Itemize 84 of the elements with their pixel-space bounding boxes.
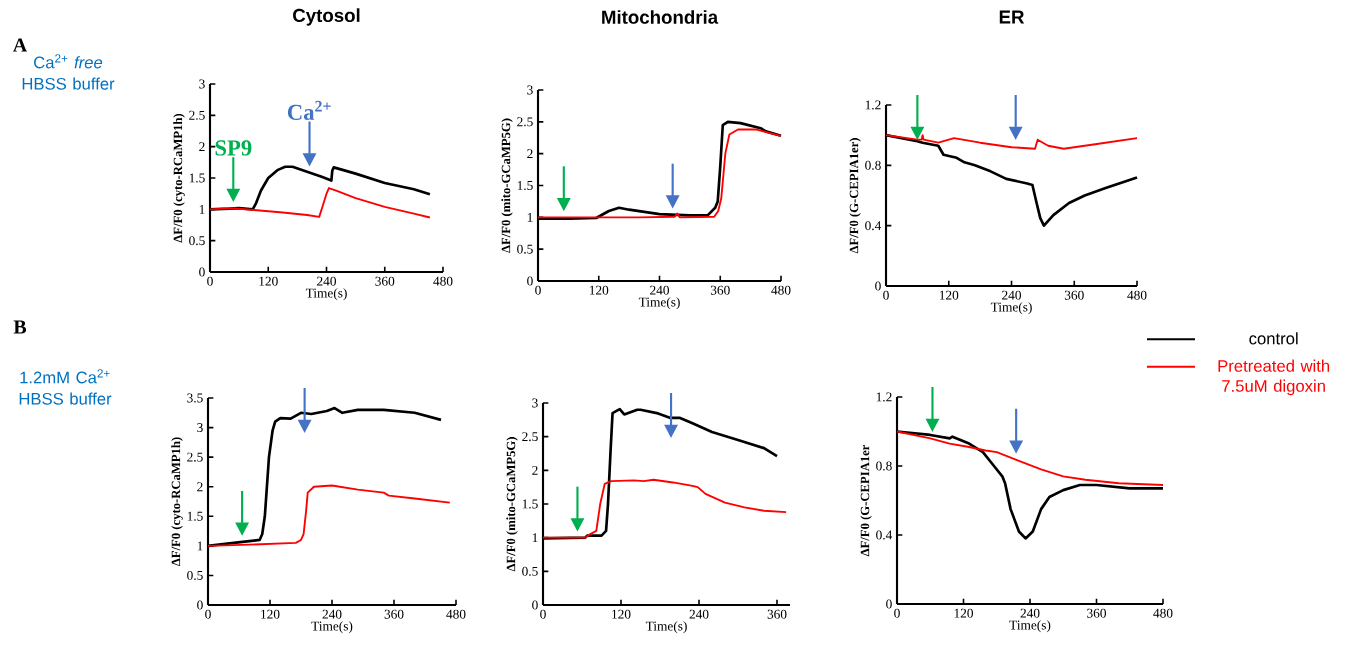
x-axis-title: Time(s) xyxy=(638,297,680,310)
x-tick-label: 120 xyxy=(939,290,959,300)
x-tick-label: 120 xyxy=(612,609,631,619)
text: Ca$^{2+}$ free HBSS buffer xyxy=(22,54,115,90)
x-tick-label: 0 xyxy=(207,276,213,286)
y-tick-label: 0.4 xyxy=(876,530,893,540)
y-tick-label: 2.5 xyxy=(189,110,205,120)
x-tick-label: 480 xyxy=(446,609,466,619)
legend-label: Pretreated with 7.5uM digoxin xyxy=(1218,359,1330,396)
y-tick-label: 0.8 xyxy=(865,160,881,170)
y-tick-label: 1 xyxy=(527,212,533,222)
y-tick-label: 2 xyxy=(197,482,203,492)
y-tick-label: 3 xyxy=(527,85,533,95)
text: control xyxy=(1249,332,1298,345)
y-tick-label: 2 xyxy=(532,465,538,475)
x-tick-label: 240 xyxy=(650,285,670,295)
x-tick-label: 240 xyxy=(317,276,336,286)
y-axis-title: ΔF/F0 (cyto-RCaMP1h) xyxy=(171,437,183,566)
y-tick-label: 0.4 xyxy=(865,221,882,231)
y-tick-label: 0 xyxy=(199,267,205,277)
ref-line-label: SP9 xyxy=(215,140,252,156)
y-tick-label: 0.5 xyxy=(517,244,533,254)
x-tick-label: 240 xyxy=(689,609,709,619)
y-tick-label: 0.5 xyxy=(189,236,205,246)
x-tick-label: 240 xyxy=(322,609,342,619)
x-axis-title: Time(s) xyxy=(645,621,687,634)
x-tick-label: 0 xyxy=(894,608,900,618)
y-tick-label: 2.5 xyxy=(522,432,538,442)
y-tick-label: 3 xyxy=(532,398,538,408)
x-axis-title: Time(s) xyxy=(305,288,347,301)
x-tick-label: 360 xyxy=(375,276,395,286)
y-axis-title: ΔF/F0 (mito-GCaMP5G) xyxy=(506,437,518,572)
x-tick-label: 120 xyxy=(259,276,278,286)
y-tick-label: 1.5 xyxy=(187,511,203,521)
y-tick-label: 2.5 xyxy=(517,117,533,127)
y-tick-label: 1.2 xyxy=(865,100,881,110)
chart-title: Mitochondria xyxy=(602,10,719,24)
y-tick-label: 0.5 xyxy=(187,570,203,580)
y-tick-label: 1.5 xyxy=(517,181,533,190)
x-tick-label: 240 xyxy=(1002,290,1022,300)
y-tick-label: 0 xyxy=(886,599,892,609)
y-tick-label: 3 xyxy=(199,79,205,89)
chart-title: ER xyxy=(999,10,1025,24)
y-tick-label: 1 xyxy=(197,541,203,551)
y-tick-label: 1 xyxy=(199,204,205,214)
x-tick-label: 480 xyxy=(433,276,453,286)
y-tick-label: 0 xyxy=(532,600,538,610)
x-tick-label: 480 xyxy=(771,285,791,295)
x-axis-title: Time(s) xyxy=(311,621,353,634)
y-tick-label: 1.2 xyxy=(876,392,892,402)
text: A xyxy=(12,38,28,52)
x-tick-label: 120 xyxy=(589,285,609,295)
y-axis-title: ΔF/F0 (cyto-RCaMP1h) xyxy=(173,113,185,243)
y-tick-label: 1.5 xyxy=(189,173,205,183)
text: 1.2mM Ca$^{2+}$ HBSS buffer xyxy=(19,369,112,405)
x-axis-title: Time(s) xyxy=(990,302,1032,315)
y-tick-label: 2 xyxy=(527,149,533,159)
y-tick-label: 0.5 xyxy=(522,566,538,576)
x-tick-label: 360 xyxy=(1064,290,1084,300)
y-axis-title: ΔF/F0 (G-CEPIA1er xyxy=(860,444,872,557)
x-tick-label: 480 xyxy=(1153,608,1173,618)
text: B xyxy=(13,320,27,334)
ref-line-label: Ca$^{2+}$ xyxy=(287,100,331,120)
y-tick-label: 1 xyxy=(532,533,538,543)
y-tick-label: 3.5 xyxy=(187,393,203,403)
x-tick-label: 480 xyxy=(1127,290,1147,300)
x-tick-label: 240 xyxy=(1020,608,1040,618)
x-tick-label: 360 xyxy=(1087,608,1107,618)
x-tick-label: 360 xyxy=(767,609,787,619)
x-tick-label: 120 xyxy=(261,609,280,619)
y-tick-label: 2 xyxy=(199,142,205,152)
x-tick-label: 360 xyxy=(710,285,730,295)
chart-title: Cytosol xyxy=(293,8,360,26)
y-axis-title: ΔF/F0 (mito-GCaMP5G) xyxy=(501,118,513,253)
y-tick-label: 1.5 xyxy=(522,499,538,509)
x-tick-label: 360 xyxy=(384,609,404,619)
y-tick-label: 3 xyxy=(197,423,203,433)
x-tick-label: 120 xyxy=(954,608,974,618)
y-axis-title: ΔF/F0 (G-CEPIA1er) xyxy=(849,138,861,254)
y-tick-label: 2.5 xyxy=(187,452,203,462)
x-axis-title: Time(s) xyxy=(1009,620,1051,633)
y-tick-label: 0.8 xyxy=(876,461,892,471)
y-tick-label: 0 xyxy=(197,600,203,610)
x-tick-label: 0 xyxy=(540,609,546,619)
